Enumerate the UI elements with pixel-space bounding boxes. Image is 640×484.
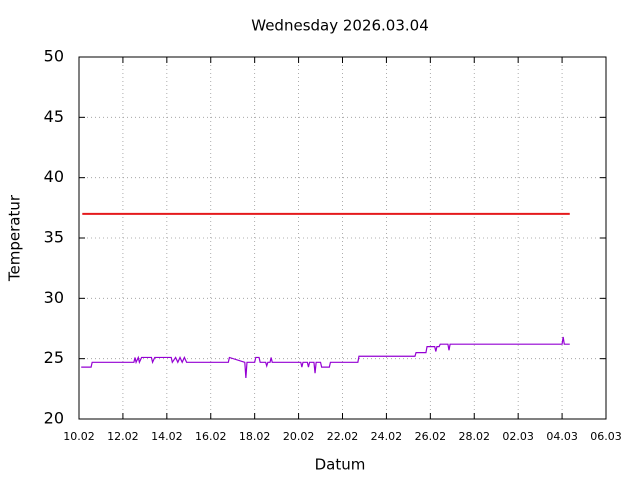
x-axis-label: Datum — [315, 456, 366, 474]
x-tick-label: 22.02 — [327, 430, 359, 443]
plot-area: 20 25 30 35 40 45 50 10.02 12.02 14.02 16.02 18.02 2… — [44, 47, 622, 444]
x-tick-label: 06.03 — [590, 430, 622, 443]
chart-title: Wednesday 2026.03.04 — [251, 17, 429, 35]
y-tick-label: 25 — [44, 348, 64, 367]
y-tick-label: 35 — [44, 228, 64, 247]
plot-frame — [78, 56, 607, 420]
x-tick-label: 26.02 — [415, 430, 447, 443]
y-tick-label: 40 — [44, 167, 64, 186]
x-tick-label: 18.02 — [239, 430, 271, 443]
x-tick-label: 24.02 — [371, 430, 403, 443]
y-axis-label: Temperatur — [6, 194, 24, 282]
x-tick-label: 16.02 — [195, 430, 227, 443]
y-tick-label: 45 — [44, 107, 64, 126]
y-tick-label: 50 — [44, 47, 64, 66]
x-tick-label: 20.02 — [283, 430, 315, 443]
y-tick-label: 20 — [44, 409, 64, 428]
x-tick-label: 02.03 — [502, 430, 534, 443]
x-tick-label: 12.02 — [107, 430, 139, 443]
data-line — [81, 336, 570, 379]
x-tick-label: 14.02 — [151, 430, 183, 443]
x-tick-label: 04.03 — [546, 430, 578, 443]
y-tick-label: 30 — [44, 288, 64, 307]
x-tick-label: 28.02 — [459, 430, 491, 443]
x-tick-label: 10.02 — [63, 430, 95, 443]
